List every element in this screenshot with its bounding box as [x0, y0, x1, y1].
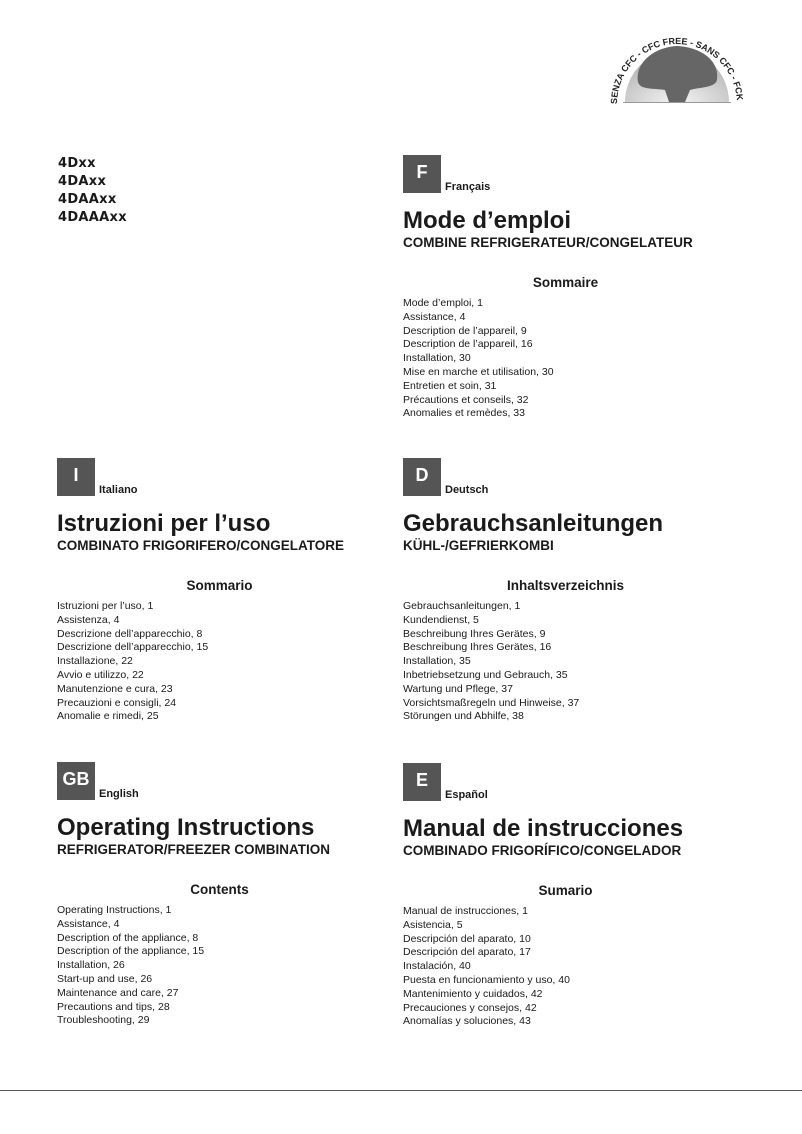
- language-code-badge: D: [403, 458, 441, 496]
- language-label: Français: [445, 181, 491, 193]
- contents-item: Instalación, 40: [403, 960, 471, 973]
- contents-item: Description of the appliance, 15: [57, 945, 205, 958]
- contents-item: Manutenzione e cura, 23: [57, 682, 173, 695]
- section-title: Mode d’emploi: [403, 207, 571, 234]
- contents-item: Manual de instrucciones, 1: [403, 905, 528, 917]
- language-code-badge: F: [403, 155, 441, 193]
- model-code: 4DAxx: [58, 174, 107, 189]
- contents-item: Mode d’emploi, 1: [403, 297, 483, 309]
- section-subtitle: KÜHL-/GEFRIERKOMBI: [403, 538, 554, 553]
- contents-heading: Sumario: [538, 883, 593, 898]
- contents-item: Anomalies et remèdes, 33: [403, 407, 525, 420]
- contents-item: Description de l’appareil, 9: [403, 324, 527, 337]
- contents-item: Vorsichtsmaßregeln und Hinweise, 37: [403, 696, 580, 709]
- model-code: 4DAAAxx: [58, 210, 127, 225]
- contents-list: Mode d’emploi, 1 Assistance, 4 Description…: [403, 297, 554, 421]
- contents-heading: Sommaire: [532, 275, 599, 290]
- language-label: Italiano: [99, 484, 138, 496]
- contents-item: Istruzioni per l’uso, 1: [57, 600, 154, 612]
- contents-item: Assistance, 4: [403, 310, 466, 323]
- footer-rule: [0, 1090, 802, 1091]
- contents-item: Avvio e utilizzo, 22: [57, 668, 144, 681]
- contents-item: Start-up and use, 26: [57, 972, 153, 985]
- contents-item: Mise en marche et utilisation, 30: [403, 365, 554, 378]
- contents-item: Installazione, 22: [57, 655, 133, 668]
- contents-item: Precautions and tips, 28: [57, 1000, 170, 1013]
- contents-item: Maintenance and care, 27: [57, 986, 179, 999]
- contents-item: Assistenza, 4: [57, 613, 120, 626]
- model-code: 4DAAxx: [58, 192, 117, 207]
- contents-item: Descrizione dell’apparecchio, 15: [57, 641, 209, 654]
- contents-item: Descripción del aparato, 17: [403, 946, 531, 959]
- contents-item: Anomalie e rimedi, 25: [57, 710, 159, 723]
- contents-item: Wartung und Pflege, 37: [403, 682, 513, 695]
- contents-item: Installation, 26: [57, 959, 125, 972]
- contents-heading: Sommario: [186, 578, 253, 593]
- section-title: Manual de instrucciones: [403, 815, 684, 842]
- contents-list: Istruzioni per l’uso, 1 Assistenza, 4 Desc…: [57, 600, 208, 724]
- contents-item: Précautions et conseils, 32: [403, 393, 529, 406]
- contents-item: Gebrauchsanleitungen, 1: [403, 600, 521, 612]
- contents-item: Mantenimiento y cuidados, 42: [403, 987, 543, 1000]
- section-subtitle: COMBINATO FRIGORIFERO/CONGELATORE: [57, 538, 345, 553]
- contents-item: Description of the appliance, 8: [57, 931, 199, 944]
- contents-item: Assistance, 4: [57, 917, 120, 930]
- contents-item: Precauzioni e consigli, 24: [57, 696, 177, 709]
- contents-list: Operating Instructions, 1 Assistance, 4 De…: [57, 904, 204, 1028]
- section-subtitle: REFRIGERATOR/FREEZER COMBINATION: [57, 842, 330, 857]
- contents-item: Installation, 30: [403, 352, 471, 365]
- language-label: Deutsch: [445, 484, 489, 496]
- contents-item: Precauciones y consejos, 42: [403, 1001, 537, 1014]
- contents-item: Anomalías y soluciones, 43: [403, 1015, 531, 1028]
- contents-item: Inbetriebsetzung und Gebrauch, 35: [403, 668, 568, 681]
- contents-list: Gebrauchsanleitungen, 1 Kundendienst, 5 Be…: [403, 600, 579, 724]
- contents-item: Asistencia, 5: [403, 918, 463, 931]
- section-title: Operating Instructions: [57, 814, 315, 841]
- section-subtitle: COMBINE REFRIGERATEUR/CONGELATEUR: [403, 235, 693, 250]
- contents-item: Beschreibung Ihres Gerätes, 9: [403, 627, 546, 640]
- contents-item: Störungen und Abhilfe, 38: [403, 710, 524, 723]
- language-code-badge: E: [403, 763, 441, 801]
- section-title: Gebrauchsanleitungen: [403, 510, 664, 537]
- section-subtitle: COMBINADO FRIGORÍFICO/CONGELADOR: [403, 843, 682, 858]
- language-code-badge: I: [57, 458, 95, 496]
- contents-item: Puesta en funcionamiento y uso, 40: [403, 973, 570, 986]
- contents-item: Operating Instructions, 1: [57, 904, 172, 916]
- model-list: 4Dxx 4DAxx 4DAAxx 4DAAAxx: [58, 155, 127, 227]
- language-code-badge: GB: [57, 762, 95, 800]
- contents-item: Descripción del aparato, 10: [403, 932, 531, 945]
- model-code: 4Dxx: [58, 156, 96, 171]
- contents-item: Beschreibung Ihres Gerätes, 16: [403, 641, 552, 654]
- section-title: Istruzioni per l’uso: [57, 510, 271, 537]
- contents-item: Description de l’appareil, 16: [403, 338, 533, 351]
- contents-heading: Contents: [190, 882, 249, 897]
- contents-item: Installation, 35: [403, 655, 471, 668]
- contents-item: Descrizione dell’apparecchio, 8: [57, 627, 203, 640]
- contents-item: Entretien et soin, 31: [403, 379, 497, 392]
- contents-item: Troubleshooting, 29: [57, 1014, 150, 1027]
- language-label: Español: [445, 789, 488, 801]
- language-label: English: [99, 788, 139, 800]
- cfc-free-tree-logo: SENZA CFC - CFC FREE - SANS CFC - FCKW F…: [605, 32, 745, 104]
- contents-heading: Inhaltsverzeichnis: [506, 578, 625, 593]
- contents-item: Kundendienst, 5: [403, 613, 479, 626]
